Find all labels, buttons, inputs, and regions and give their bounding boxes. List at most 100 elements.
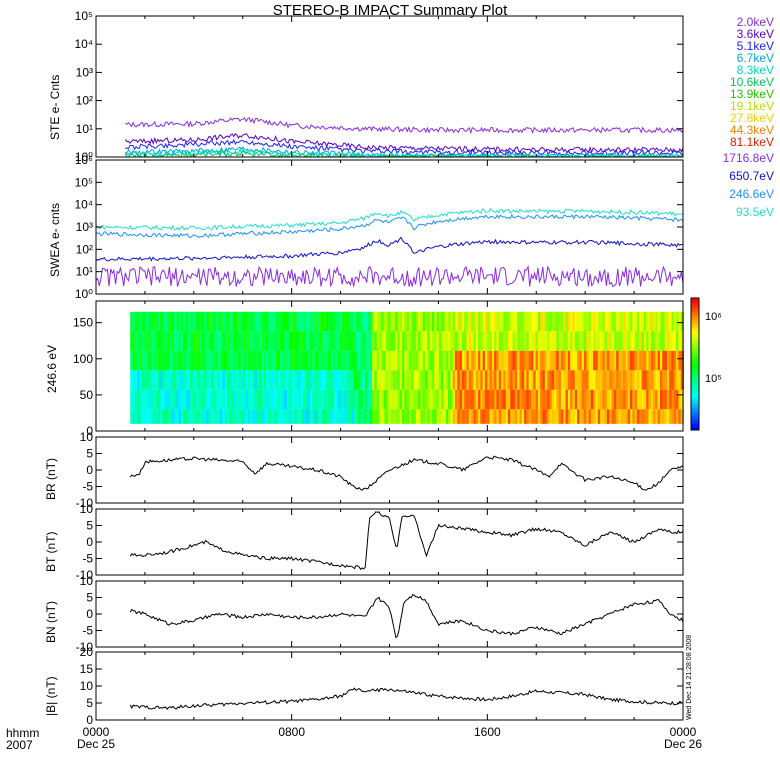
heatmap-cell: [273, 331, 277, 351]
heatmap-cell: [643, 331, 648, 351]
heatmap-cell: [678, 389, 682, 410]
heatmap-cell: [586, 409, 590, 424]
heatmap-cell: [328, 311, 332, 332]
heatmap-cell: [473, 389, 477, 410]
heatmap-cell: [302, 331, 307, 351]
y-tick-label: 10⁵: [75, 9, 93, 23]
heatmap-cell: [273, 409, 277, 424]
heatmap-cell: [517, 389, 521, 410]
heatmap-cell: [415, 350, 420, 371]
heatmap-cell: [169, 350, 173, 371]
heatmap-cell: [344, 409, 348, 424]
heatmap-cell: [178, 311, 182, 332]
heatmap-cell: [650, 389, 655, 410]
heatmap-cell: [489, 409, 493, 424]
heatmap-cell: [355, 331, 360, 351]
heatmap-cell: [478, 350, 482, 371]
colorbar-tick-label: 10⁶: [705, 311, 722, 323]
heatmap-cell: [150, 331, 155, 351]
heatmap-cell: [358, 370, 362, 390]
heatmap-cell: [468, 331, 473, 351]
heatmap-cell: [240, 409, 245, 424]
heatmap-cell: [178, 389, 182, 410]
heatmap-cell: [544, 350, 549, 371]
heatmap-cell: [171, 350, 175, 371]
heatmap-cell: [586, 311, 590, 332]
heatmap-cell: [510, 331, 514, 351]
heatmap-cell: [305, 331, 309, 351]
heatmap-cell: [680, 331, 684, 351]
heatmap-cell: [266, 370, 270, 390]
heatmap-cell: [385, 350, 390, 371]
heatmap-cell: [399, 331, 404, 351]
heatmap-cell: [201, 311, 205, 332]
x-tick-label: 0800: [278, 725, 305, 739]
heatmap-cell: [549, 389, 553, 410]
heatmap-cell: [270, 331, 275, 351]
heatmap-cell: [254, 331, 258, 351]
heatmap-cell: [171, 409, 175, 424]
legend-2-0kev: 2.0keV: [736, 15, 774, 29]
heatmap-cell: [144, 370, 148, 390]
heatmap-cell: [655, 409, 659, 424]
heatmap-cell: [203, 331, 208, 351]
heatmap-cell: [494, 331, 498, 351]
heatmap-cell: [482, 370, 486, 390]
heatmap-cell: [353, 389, 357, 410]
heatmap-cell: [395, 389, 399, 410]
heatmap-cell: [286, 311, 291, 332]
panel-frame: [95, 651, 684, 721]
heatmap-cell: [252, 389, 256, 410]
heatmap-cell: [517, 350, 521, 371]
heatmap-cell: [150, 350, 155, 371]
heatmap-cell: [597, 311, 602, 332]
heatmap-cell: [201, 409, 205, 424]
heatmap-cell: [330, 409, 334, 424]
heatmap-cell: [157, 350, 162, 371]
heatmap-cell: [597, 389, 602, 410]
heatmap-cell: [570, 350, 574, 371]
heatmap-cell: [155, 409, 159, 424]
heatmap-cell: [613, 370, 618, 390]
heatmap-cell: [332, 331, 337, 351]
heatmap-cell: [137, 311, 141, 332]
y-tick-label: 10⁴: [74, 37, 93, 51]
heatmap-cell: [563, 331, 567, 351]
heatmap-cell: [215, 350, 219, 371]
heatmap-cell: [144, 311, 148, 332]
heatmap-cell: [484, 389, 489, 410]
heatmap-cell: [300, 331, 304, 351]
colorbar-segment: [691, 373, 699, 378]
colorbar-segment: [691, 400, 699, 405]
heatmap-cell: [431, 311, 436, 332]
heatmap-cell: [535, 350, 539, 371]
heatmap-cell: [558, 350, 562, 371]
legend-8-3kev: 8.3keV: [736, 63, 774, 77]
y-tick-label: 10³: [76, 220, 93, 234]
heatmap-cell: [160, 311, 164, 332]
heatmap-cell: [501, 370, 505, 390]
heatmap-cell: [533, 331, 537, 351]
y-tick-label: -10: [76, 568, 94, 582]
heatmap-cell: [247, 311, 252, 332]
heatmap-cell: [323, 331, 328, 351]
heatmap-cell: [238, 331, 242, 351]
heatmap-cell: [346, 389, 351, 410]
bmag-ylabel: |B| (nT): [44, 676, 58, 716]
heatmap-cell: [321, 311, 325, 332]
heatmap-cell: [351, 350, 355, 371]
heatmap-cell: [197, 389, 201, 410]
heatmap-cell: [229, 389, 233, 410]
heatmap-cell: [662, 331, 666, 351]
heatmap-cell: [392, 331, 397, 351]
heatmap-cell: [473, 350, 477, 371]
heatmap-cell: [676, 370, 680, 390]
heatmap-cell: [388, 409, 392, 424]
heatmap-cell: [307, 331, 311, 351]
y-tick-label: 0: [86, 424, 93, 438]
y-tick-label: 50: [80, 388, 94, 402]
heatmap-cell: [376, 331, 380, 351]
heatmap-cell: [563, 311, 567, 332]
heatmap-cell: [484, 350, 489, 371]
heatmap-cell: [434, 409, 438, 424]
